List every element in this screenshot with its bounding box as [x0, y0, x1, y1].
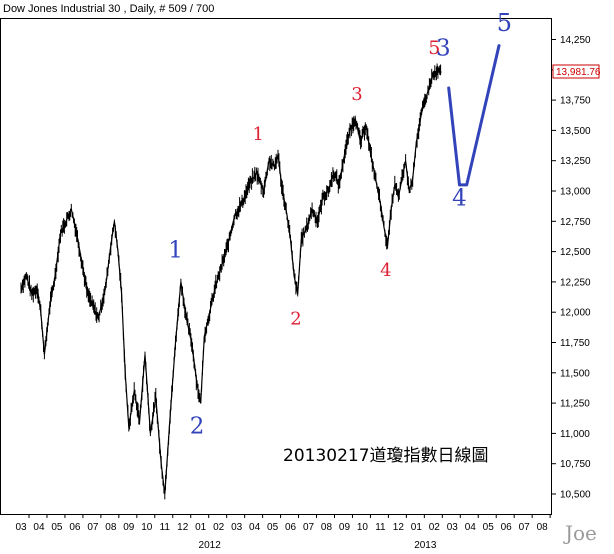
price-line [20, 71, 442, 495]
x-tick-label: 09 [339, 522, 351, 533]
x-tick-label: 07 [303, 522, 315, 533]
y-tick-label: 12,250 [560, 277, 591, 288]
wave-label: 5 [428, 37, 440, 59]
y-tick-label: 10,500 [560, 490, 591, 501]
x-tick-label: 05 [267, 522, 279, 533]
chart-caption: 20130217道瓊指數日線圖 [283, 446, 489, 466]
x-tick-label: 06 [285, 522, 297, 533]
x-tick-label: 08 [321, 522, 333, 533]
wave-label: 3 [351, 84, 362, 105]
wave-label: 4 [380, 260, 391, 281]
wave-label: 3 [436, 35, 451, 61]
wave-label: 1 [168, 238, 183, 264]
last-value-box [552, 64, 600, 79]
x-tick-label: 05 [483, 522, 495, 533]
wave-label: 1 [252, 124, 263, 145]
last-value-label: 13,981.76 [556, 67, 601, 78]
x-tick-label: 02 [429, 522, 441, 533]
x-tick-label: 04 [249, 522, 261, 533]
y-tick-label: 13,750 [560, 96, 591, 107]
y-tick-label: 13,000 [560, 187, 591, 198]
x-tick-label: 04 [465, 522, 477, 533]
plot-frame [0, 18, 552, 515]
year-label: 2013 [414, 540, 437, 551]
x-tick-label: 01 [195, 522, 207, 533]
x-tick-label: 05 [51, 522, 63, 533]
y-tick-label: 11,750 [560, 338, 590, 349]
y-tick-label: 12,500 [560, 247, 591, 258]
x-tick-label: 09 [123, 522, 135, 533]
y-tick-label: 12,000 [560, 308, 591, 319]
x-tick-label: 12 [177, 522, 189, 533]
x-tick-label: 11 [375, 522, 386, 533]
x-tick-label: 10 [357, 522, 369, 533]
wave-labels: 1 2 3 4 5 1 2 3 4 5 [168, 9, 512, 439]
chart-title: Dow Jones Industrial 30 , Daily, # 509 /… [3, 3, 214, 15]
x-tick-label: 03 [15, 522, 27, 533]
x-tick-label: 03 [231, 522, 243, 533]
x-tick-label: 03 [447, 522, 459, 533]
x-tick-label: 08 [105, 522, 117, 533]
x-tick-label: 08 [537, 522, 549, 533]
x-tick-label: 07 [87, 522, 99, 533]
y-tick-label: 14,250 [560, 35, 591, 46]
x-tick-label: 06 [69, 522, 81, 533]
wave-label: 5 [497, 9, 512, 37]
y-tick-label: 11,250 [560, 399, 590, 410]
wave-label: 2 [290, 308, 301, 329]
x-tick-label: 10 [141, 522, 153, 533]
signature: Joe [563, 521, 597, 545]
y-tick-label: 13,250 [560, 156, 591, 167]
x-tick-label: 11 [160, 522, 171, 533]
x-axis: 03 04 05 06 07 08 09 10 11 12 01 02 03 04 05 06 07 08 09 10… [15, 514, 551, 551]
year-label: 2012 [199, 540, 222, 551]
wave-projection [447, 44, 501, 187]
y-tick-label: 12,750 [560, 217, 591, 228]
wave-label: 2 [190, 413, 205, 439]
x-tick-label: 02 [213, 522, 225, 533]
y-tick-label: 11,500 [560, 368, 590, 379]
projection-line [447, 44, 501, 187]
x-tick-label: 07 [519, 522, 531, 533]
x-tick-label: 01 [411, 522, 423, 533]
y-axis: 10,500 10,750 11,000 11,250 11,500 11,750 12,0… [551, 35, 591, 501]
y-tick-label: 10,750 [560, 459, 591, 470]
price-series [20, 63, 442, 500]
x-tick-label: 12 [393, 522, 405, 533]
y-tick-label: 11,000 [560, 429, 590, 440]
x-tick-label: 06 [501, 522, 513, 533]
wave-label: 4 [452, 186, 467, 212]
x-tick-label: 04 [33, 522, 45, 533]
y-tick-label: 13,500 [560, 126, 591, 137]
